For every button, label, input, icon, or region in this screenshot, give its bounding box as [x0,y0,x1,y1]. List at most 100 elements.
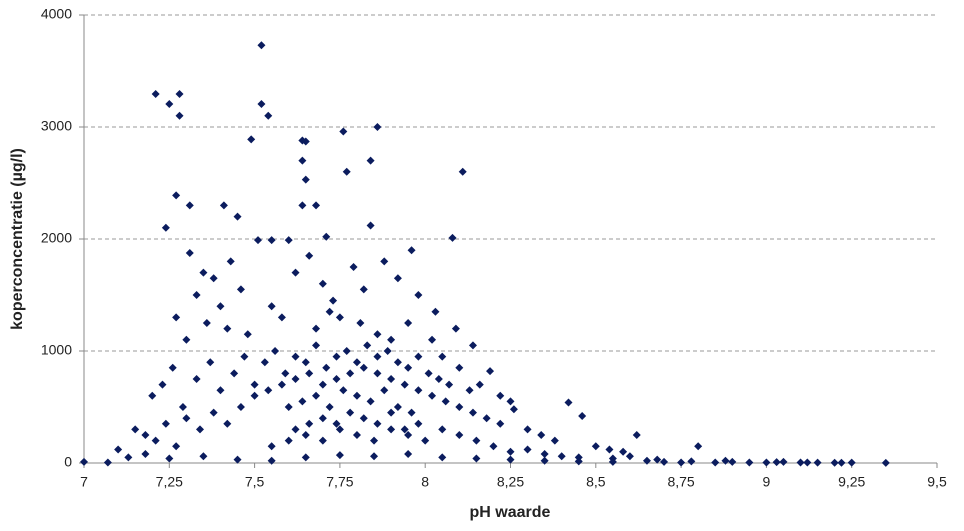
point [359,285,368,294]
point [803,458,812,467]
point [158,380,167,389]
point [335,313,344,322]
x-tick-label: 9,25 [838,474,865,490]
point [257,41,266,50]
point [209,408,218,417]
point [400,380,409,389]
point [694,442,703,451]
point [175,111,184,120]
point [458,167,467,176]
point [325,307,334,316]
point [233,455,242,464]
point [202,319,211,327]
point [421,436,430,445]
point [257,100,266,109]
point [335,425,344,434]
point [373,330,382,339]
point [185,201,194,210]
point [496,419,505,428]
point [223,324,232,333]
point [431,307,440,316]
y-tick-label: 2000 [41,230,72,246]
point [236,403,245,411]
point [359,363,368,372]
point [400,425,409,434]
point [223,419,232,428]
point [281,369,290,378]
point [250,391,259,400]
point [407,408,416,417]
point [298,156,307,165]
point [301,175,310,184]
y-tick-label: 3000 [41,118,72,134]
point [451,324,460,333]
point [349,263,358,271]
point [468,341,477,350]
point [540,456,549,465]
point [175,89,184,98]
point [185,249,194,257]
point [393,358,402,367]
point [141,431,150,439]
point [434,375,443,383]
point [393,274,402,283]
point [728,457,737,466]
point [677,458,686,467]
point [301,453,310,462]
x-tick-label: 8,25 [497,474,524,490]
point [284,403,293,411]
point [373,352,382,361]
point [352,391,361,400]
point [165,454,174,463]
point [574,457,583,466]
point [267,442,276,451]
point [260,358,269,367]
point [199,268,208,277]
point [226,257,235,266]
point [352,358,361,367]
point [745,458,754,467]
point [762,458,771,467]
point [199,452,208,461]
point [438,425,447,434]
point [608,457,617,466]
point [428,391,437,400]
x-tick-label: 9 [763,474,771,490]
point [404,431,413,439]
x-tick-label: 8 [421,474,429,490]
point [642,456,651,465]
point [830,458,839,467]
point [373,123,382,131]
point [356,319,365,327]
point [216,302,225,311]
point [557,452,566,461]
point [813,458,822,467]
point [178,403,187,411]
point [219,201,228,210]
y-tick-label: 4000 [41,6,72,22]
point [192,291,201,299]
point [404,450,413,459]
point [711,458,720,467]
point [455,363,464,372]
point [387,425,396,434]
point [230,369,239,378]
point [322,363,331,372]
point [165,100,174,109]
point [619,447,628,456]
point [335,451,344,460]
point [332,352,341,361]
point [441,397,450,406]
point [322,232,331,241]
point [404,319,413,327]
point [489,442,498,451]
point [80,457,88,466]
point [387,408,396,417]
point [796,458,805,467]
y-tick-label: 0 [64,454,72,470]
point [103,458,112,467]
point [318,279,327,288]
point [550,436,559,445]
point [578,411,587,420]
